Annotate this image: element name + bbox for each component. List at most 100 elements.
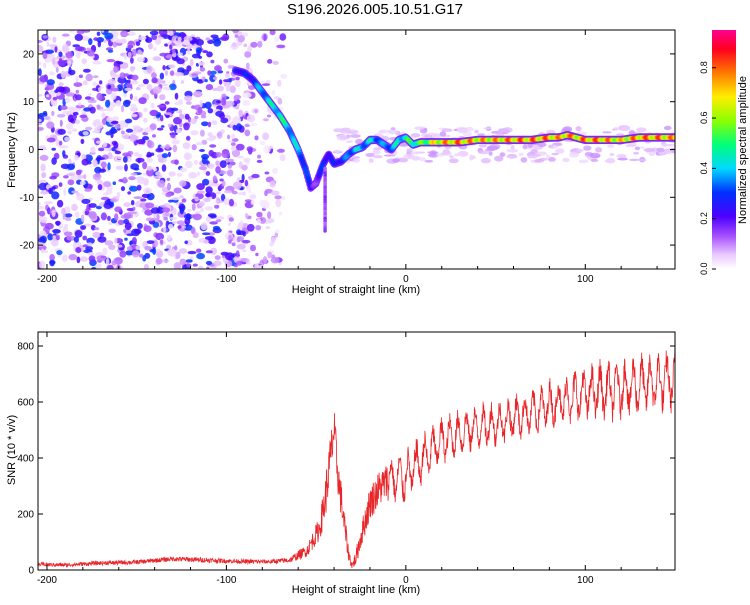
noise-blob bbox=[92, 81, 98, 87]
spectrogram-y-axis-label: Frequency (Hz) bbox=[6, 112, 18, 188]
noise-blob bbox=[145, 189, 150, 194]
noise-blob bbox=[111, 73, 120, 79]
haze-blob bbox=[477, 150, 490, 155]
haze-blob bbox=[474, 129, 479, 134]
noise-blob bbox=[155, 147, 164, 153]
noise-blob bbox=[178, 248, 188, 254]
noise-blob bbox=[199, 99, 203, 108]
noise-blob bbox=[241, 164, 248, 171]
noise-blob bbox=[155, 232, 165, 241]
noise-blob bbox=[89, 106, 96, 114]
noise-blob bbox=[172, 40, 182, 44]
noise-blob bbox=[243, 157, 251, 163]
noise-blob bbox=[192, 263, 198, 267]
noise-blob bbox=[68, 253, 78, 261]
noise-blob bbox=[254, 135, 259, 141]
haze-blob bbox=[527, 155, 537, 158]
noise-blob bbox=[170, 132, 176, 139]
noise-blob bbox=[220, 117, 229, 124]
noise-blob bbox=[85, 246, 93, 251]
noise-blob bbox=[269, 145, 275, 149]
noise-blob bbox=[142, 161, 148, 170]
noise-blob bbox=[159, 36, 164, 40]
noise-blob bbox=[201, 139, 208, 145]
noise-blob bbox=[119, 72, 126, 79]
noise-blob bbox=[197, 79, 203, 83]
haze-blob bbox=[595, 155, 600, 158]
noise-blob bbox=[170, 107, 179, 112]
noise-blob bbox=[278, 211, 283, 216]
noise-blob bbox=[210, 183, 220, 187]
colorbar-tick-label: 0.4 bbox=[699, 162, 709, 175]
noise-blob bbox=[54, 234, 60, 240]
noise-blob bbox=[63, 231, 73, 237]
noise-blob bbox=[144, 209, 153, 216]
noise-blob bbox=[78, 102, 82, 106]
noise-blob bbox=[275, 229, 280, 233]
noise-blob bbox=[255, 252, 259, 257]
noise-blob bbox=[136, 139, 146, 145]
noise-blob bbox=[143, 263, 149, 269]
noise-blob bbox=[183, 213, 193, 220]
noise-blob bbox=[146, 65, 153, 74]
noise-blob bbox=[120, 32, 130, 37]
noise-blob bbox=[159, 204, 167, 208]
noise-blob bbox=[42, 35, 48, 39]
noise-blob bbox=[102, 181, 112, 188]
noise-blob bbox=[123, 228, 127, 233]
haze-blob bbox=[658, 151, 665, 155]
noise-blob bbox=[205, 192, 211, 198]
noise-blob bbox=[171, 196, 181, 201]
noise-blob bbox=[256, 211, 263, 218]
noise-blob bbox=[86, 49, 95, 57]
haze-blob bbox=[510, 145, 515, 150]
noise-blob bbox=[75, 169, 82, 176]
noise-blob bbox=[232, 124, 238, 131]
noise-blob bbox=[192, 193, 196, 199]
noise-blob bbox=[38, 68, 42, 77]
noise-blob bbox=[88, 92, 92, 96]
noise-blob bbox=[262, 256, 268, 264]
noise-blob bbox=[72, 128, 78, 132]
haze-blob bbox=[410, 133, 421, 138]
noise-blob bbox=[184, 113, 190, 120]
noise-blob bbox=[96, 104, 101, 110]
noise-blob bbox=[266, 114, 272, 118]
noise-blob bbox=[196, 252, 206, 260]
noise-blob bbox=[194, 210, 202, 214]
noise-blob bbox=[151, 72, 157, 79]
noise-blob bbox=[67, 130, 72, 135]
noise-blob bbox=[232, 42, 237, 47]
noise-blob bbox=[219, 113, 225, 119]
noise-blob bbox=[131, 237, 137, 245]
noise-blob bbox=[72, 111, 79, 116]
haze-blob bbox=[494, 155, 504, 162]
noise-blob bbox=[139, 253, 144, 258]
noise-blob bbox=[84, 188, 92, 192]
noise-blob bbox=[267, 211, 272, 219]
noise-blob bbox=[176, 58, 185, 65]
noise-blob bbox=[181, 39, 190, 46]
noise-blob bbox=[81, 198, 91, 204]
noise-blob bbox=[145, 217, 155, 222]
haze-blob bbox=[606, 157, 615, 164]
noise-blob bbox=[143, 107, 148, 113]
noise-blob bbox=[134, 228, 142, 235]
noise-blob bbox=[200, 222, 208, 231]
noise-blob bbox=[197, 61, 206, 66]
noise-blob bbox=[277, 148, 285, 153]
noise-blob bbox=[227, 134, 231, 140]
noise-blob bbox=[124, 237, 128, 241]
haze-blob bbox=[478, 144, 487, 148]
noise-blob bbox=[275, 199, 282, 208]
noise-blob bbox=[110, 102, 116, 108]
noise-blob bbox=[143, 225, 152, 233]
noise-blob bbox=[123, 212, 132, 219]
noise-blob bbox=[97, 40, 102, 48]
noise-blob bbox=[277, 80, 282, 87]
noise-blob bbox=[76, 191, 80, 197]
noise-blob bbox=[88, 255, 96, 262]
noise-blob bbox=[146, 168, 155, 177]
noise-blob bbox=[187, 47, 191, 55]
noise-blob bbox=[200, 129, 205, 137]
